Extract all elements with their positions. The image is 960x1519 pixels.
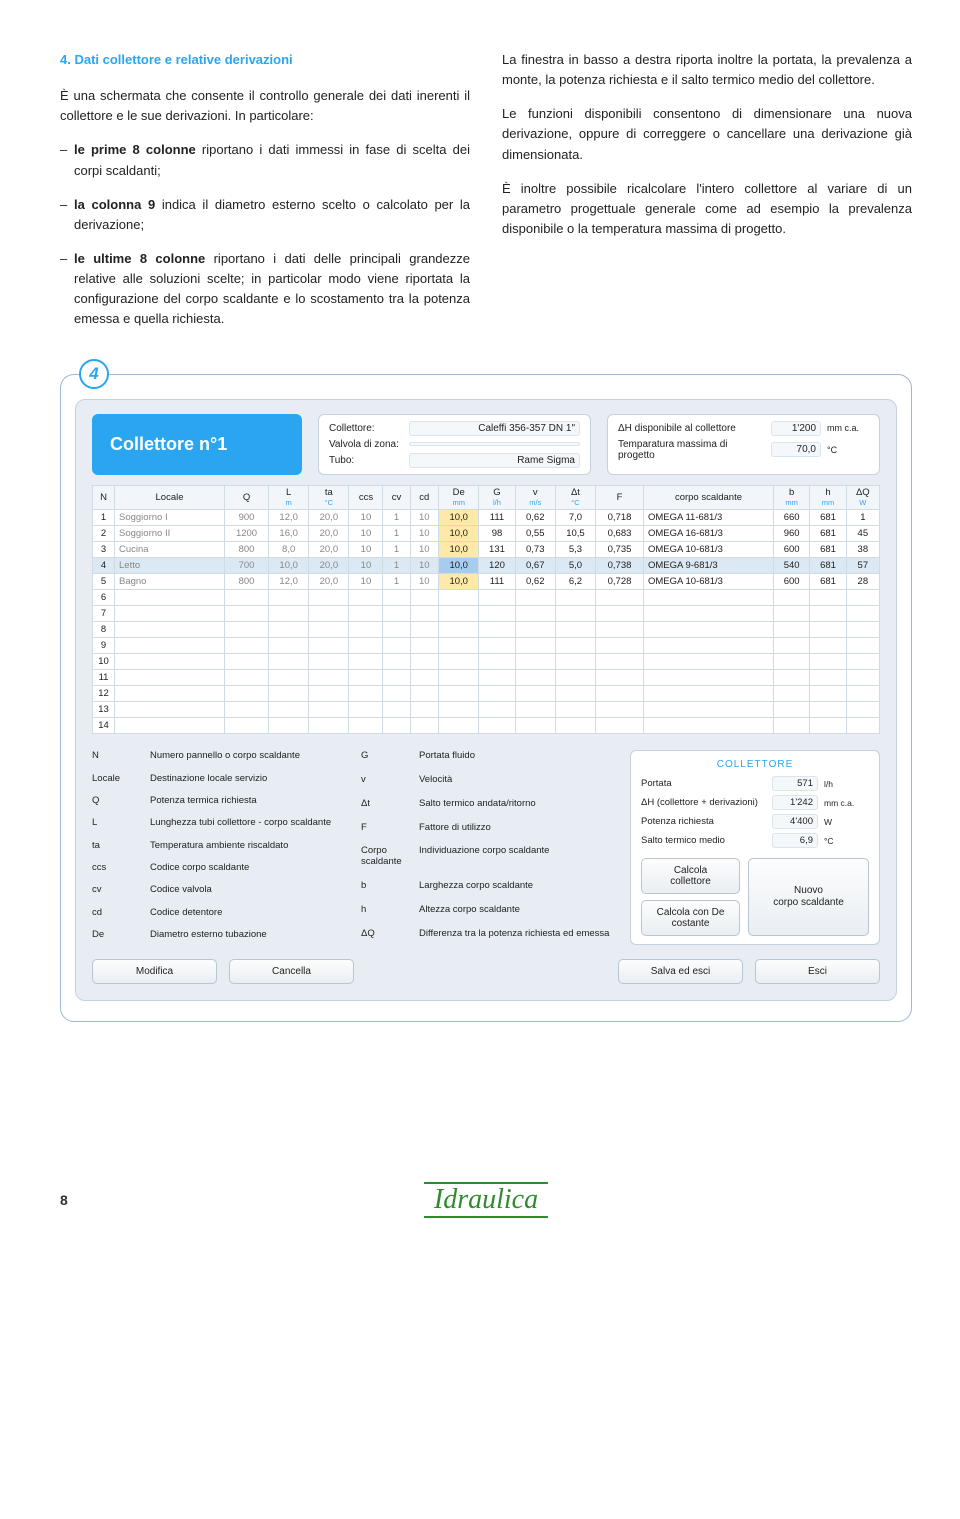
column-header: ccs [349,485,383,510]
column-header: Gl/h [479,485,515,510]
data-table: NLocaleQLmta°CccscvcdDemmGl/hvm/sΔt°CFco… [92,485,880,735]
column-header: Demm [439,485,479,510]
calc-de-costante-button[interactable]: Calcola con De costante [641,900,740,936]
panel-number: 4 [79,359,109,389]
section-title: 4. Dati collettore e relative derivazion… [60,50,470,70]
salva-button[interactable]: Salva ed esci [618,959,743,984]
para-right-2: Le funzioni disponibili consentono di di… [502,104,912,164]
panel-title: Collettore n°1 [92,414,302,475]
table-row-empty[interactable]: 10 [93,654,880,670]
table-row-empty[interactable]: 11 [93,670,880,686]
summary-box: COLLETTORE Portata571l/hΔH (collettore +… [630,750,880,945]
legend-right: GPortata fluidovVelocitàΔtSalto termico … [361,750,616,945]
column-header: Lm [269,485,309,510]
table-row[interactable]: 4Letto70010,020,01011010,01200,675,00,73… [93,558,880,574]
column-header: vm/s [515,485,555,510]
cancella-button[interactable]: Cancella [229,959,354,984]
column-header: Locale [115,485,225,510]
column-header: Δt°C [555,485,595,510]
table-row[interactable]: 5Bagno80012,020,01011010,01110,626,20,72… [93,574,880,590]
collector-meta: Collettore:Caleffi 356-357 DN 1" Valvola… [318,414,591,475]
table-row-empty[interactable]: 9 [93,638,880,654]
page-number: 8 [60,1192,68,1208]
column-header: N [93,485,115,510]
calc-collettore-button[interactable]: Calcola collettore [641,858,740,894]
column-header: hmm [810,485,846,510]
column-header: ΔQW [846,485,879,510]
table-row-empty[interactable]: 6 [93,590,880,606]
column-header: cv [383,485,410,510]
para-left-1: È una schermata che consente il controll… [60,86,470,126]
list-item: le ultime 8 colonne riportano i dati del… [74,249,470,330]
para-right-3: È inoltre possibile ricalcolare l'intero… [502,179,912,239]
legend-left: NNumero pannello o corpo scaldanteLocale… [92,750,347,945]
logo: Idraulica [424,1182,548,1218]
panel-wrap: 4 Collettore n°1 Collettore:Caleffi 356-… [60,374,912,1023]
table-row[interactable]: 1Soggiorno I90012,020,01011010,01110,627… [93,510,880,526]
column-header: cd [410,485,439,510]
para-right-1: La finestra in basso a destra riporta in… [502,50,912,90]
nuovo-corpo-button[interactable]: Nuovo corpo scaldante [748,858,869,936]
list-item: la colonna 9 indica il diametro esterno … [74,195,470,235]
list-item: le prime 8 colonne riportano i dati imme… [74,140,470,180]
project-meta: ΔH disponibile al collettore1'200mm c.a.… [607,414,880,475]
table-row-empty[interactable]: 8 [93,622,880,638]
column-header: bmm [773,485,809,510]
column-header: F [596,485,644,510]
table-row-empty[interactable]: 12 [93,686,880,702]
column-header: Q [225,485,269,510]
table-row[interactable]: 2Soggiorno II120016,020,01011010,0980,55… [93,526,880,542]
table-row-empty[interactable]: 14 [93,718,880,734]
modifica-button[interactable]: Modifica [92,959,217,984]
esci-button[interactable]: Esci [755,959,880,984]
table-row-empty[interactable]: 7 [93,606,880,622]
table-row-empty[interactable]: 13 [93,702,880,718]
column-header: corpo scaldante [643,485,773,510]
table-row[interactable]: 3Cucina8008,020,01011010,01310,735,30,73… [93,542,880,558]
column-header: ta°C [309,485,349,510]
